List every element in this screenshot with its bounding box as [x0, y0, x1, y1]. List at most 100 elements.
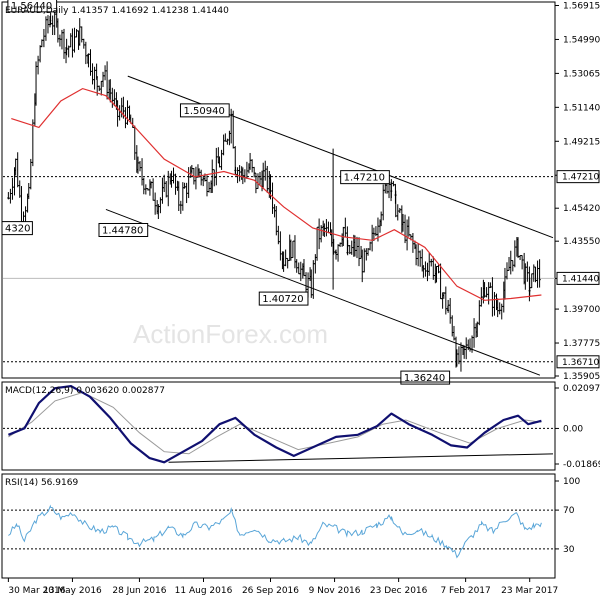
- ohlc-bar: [194, 166, 198, 190]
- ohlc-bar: [355, 236, 359, 259]
- ohlc-bar: [205, 175, 209, 197]
- ohlc-bar: [312, 260, 315, 299]
- ohlc-bar: [213, 169, 216, 187]
- macd-trendline: [168, 453, 554, 463]
- ohlc-bar: [71, 28, 74, 58]
- ohlc-bar: [432, 256, 435, 280]
- ohlc-bar: [243, 169, 247, 183]
- x-tick-label: 13 May 2016: [43, 586, 102, 596]
- ohlc-bar: [293, 235, 297, 269]
- price-annotation-box: [1, 221, 33, 236]
- ohlc-bar: [11, 177, 14, 200]
- ohlc-bar: [317, 218, 321, 250]
- price-tick-label: 1.54990: [563, 35, 600, 45]
- level-price-box: [556, 170, 600, 184]
- ohlc-bar: [111, 87, 114, 108]
- ohlc-bar: [414, 244, 418, 266]
- price-annotation-box: [258, 291, 309, 306]
- ohlc-bar: [284, 249, 287, 267]
- ohlc-bar: [153, 192, 157, 215]
- ohlc-bar: [444, 286, 448, 315]
- ohlc-bar: [472, 318, 476, 348]
- ohlc-bar: [478, 300, 481, 326]
- ohlc-bar: [428, 253, 431, 276]
- ohlc-bar: [491, 277, 494, 317]
- ohlc-bar: [220, 149, 223, 170]
- price-axis-ticks: 1.56915 1.54990 1.53065 1.51140 1.49215 1.472…: [555, 1, 600, 382]
- ohlc-bar: [75, 29, 78, 38]
- symbol-label: EURAUD,Daily: [5, 6, 69, 16]
- price-annotation-label: 1.50940: [183, 106, 224, 117]
- ohlc-bar: [215, 147, 218, 186]
- ohlc-bar: [336, 244, 340, 262]
- ohlc-bar: [357, 237, 361, 267]
- ohlc-bar: [103, 65, 107, 81]
- macd-signal-line: [8, 391, 542, 455]
- x-tick-label: 7 Feb 2017: [440, 586, 490, 596]
- ohlc-bar: [80, 26, 83, 43]
- ohlc-bar: [161, 177, 164, 204]
- price-tick-label: 1.45420: [563, 204, 600, 214]
- price-annotation-box: [340, 170, 390, 185]
- price-annotation-label: 4320: [5, 224, 30, 235]
- macd-tick-label: 0.020975: [563, 384, 600, 394]
- ohlc-bar: [411, 233, 415, 253]
- ohlc-bar: [507, 256, 511, 271]
- macd-tick-label: -0.018693: [563, 460, 600, 470]
- ohlc-bar: [183, 182, 186, 189]
- ohlc-bar: [58, 34, 62, 47]
- ohlc-bar: [18, 180, 21, 198]
- macd-title: MACD(12,26,9) 0.003620 0.002877: [5, 386, 165, 396]
- ohlc-bar: [403, 214, 407, 244]
- ohlc-bar: [187, 167, 190, 199]
- ohlc-bar: [470, 335, 474, 353]
- price-tick-label: 1.39700: [563, 305, 600, 315]
- ohlc-bar: [392, 181, 395, 187]
- ohlc-bar: [518, 255, 522, 261]
- ohlc-bar: [315, 226, 319, 261]
- ohlc-bar: [27, 182, 30, 200]
- x-tick-label: 23 Mar 2017: [501, 586, 558, 596]
- ohlc-bar: [133, 125, 136, 160]
- current-price-label: 1.41440: [562, 274, 599, 284]
- ohlc-bar: [9, 188, 12, 204]
- price-annotation-label: 1.36240: [404, 373, 445, 384]
- ohlc-bar: [390, 179, 393, 199]
- ohlc-low: 1.41238: [152, 6, 189, 16]
- ohlc-bar: [295, 259, 298, 273]
- ohlc-bar: [439, 263, 442, 300]
- price-title: EURAUD,Daily 1.41357 1.41692 1.41238 1.4…: [5, 6, 229, 16]
- rsi-panel-frame: [1, 473, 556, 579]
- ohlc-bar: [459, 342, 463, 372]
- ohlc-bar: [520, 255, 524, 270]
- ohlc-bar: [144, 184, 148, 195]
- ohlc-bar: [98, 85, 101, 92]
- level-price-label: 1.47210: [562, 173, 599, 183]
- price-tick-label: 1.43550: [563, 237, 600, 247]
- ohlc-bar: [16, 152, 19, 188]
- ohlc-bar: [465, 337, 468, 360]
- ohlc-bar: [42, 28, 46, 48]
- ohlc-bar: [297, 262, 300, 275]
- ohlc-bar: [165, 181, 168, 198]
- channel-lower-line: [105, 208, 541, 376]
- ohlc-bar: [181, 182, 185, 211]
- ohlc-bar: [407, 216, 411, 237]
- x-tick-label: 9 Nov 2016: [309, 586, 361, 596]
- macd-tick-label: 0.00: [563, 424, 583, 434]
- ohlc-bar: [105, 61, 109, 100]
- rsi-title: RSI(14) 56.9169: [5, 478, 78, 488]
- ohlc-bar: [138, 161, 142, 172]
- price-tick-label: 1.37775: [563, 339, 600, 349]
- ohlc-bar: [142, 177, 145, 195]
- ohlc-bar: [530, 273, 533, 289]
- x-tick-label: 28 Jun 2016: [112, 586, 166, 596]
- macd-axis-ticks: 0.020975 0.00 -0.018693: [555, 384, 600, 470]
- x-tick-label: 11 Aug 2016: [175, 586, 233, 596]
- ohlc-close: 1.41440: [192, 6, 229, 16]
- ohlc-bar: [446, 299, 450, 313]
- ohlc-bar: [344, 217, 347, 238]
- ohlc-bar: [202, 176, 205, 187]
